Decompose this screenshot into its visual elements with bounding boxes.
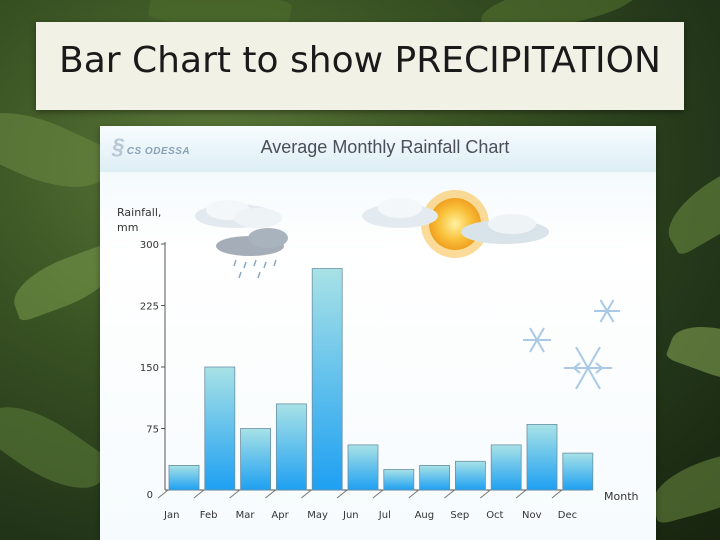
x-tick-mark: [193, 489, 205, 499]
bar-aug: [419, 464, 451, 491]
bar-may: [311, 268, 343, 491]
y-tick-label: 0: [147, 490, 153, 501]
x-tick-label: Nov: [522, 510, 542, 521]
x-tick-mark: [229, 489, 241, 499]
x-tick-mark: [372, 489, 384, 499]
x-tick-mark: [336, 489, 348, 499]
x-tick-label: Sep: [450, 510, 469, 521]
slide-title-box: Bar Chart to show PRECIPITATION: [36, 22, 684, 110]
x-tick-label: Feb: [200, 510, 218, 521]
x-tick-mark: [300, 489, 312, 499]
x-tick-label: Jan: [163, 510, 179, 521]
x-tick-label: Aug: [415, 510, 435, 521]
x-tick-mark: [551, 489, 563, 499]
y-axis-title: Rainfall, mm: [117, 206, 165, 234]
x-tick-label: Apr: [271, 510, 289, 521]
y-tick-label: 300: [140, 240, 159, 251]
slide-title: Bar Chart to show PRECIPITATION: [59, 40, 661, 81]
x-tick-mark: [265, 489, 276, 499]
chart-panel: § CS ODESSA Average Monthly Rainfall Char…: [100, 126, 656, 540]
bar-nov: [526, 423, 558, 491]
foliage-decoration: [0, 93, 117, 207]
x-tick-mark: [515, 489, 527, 499]
bar-feb: [204, 366, 236, 491]
foliage-decoration: [655, 153, 720, 257]
chart-header: § CS ODESSA Average Monthly Rainfall Char…: [100, 126, 656, 172]
rain-cloud-icon: [195, 200, 288, 279]
foliage-decoration: [665, 312, 720, 396]
x-tick-label: Oct: [486, 510, 503, 521]
x-tick-mark: [408, 489, 420, 499]
x-tick-mark: [157, 489, 169, 499]
x-tick-label: Mar: [236, 510, 256, 521]
bar-jun: [347, 444, 379, 491]
chart-title: Average Monthly Rainfall Chart: [260, 137, 510, 157]
logo: § CS ODESSA: [112, 134, 190, 160]
x-tick-label: May: [307, 510, 328, 521]
x-axis-title: Month: [604, 490, 639, 503]
bar-dec: [562, 452, 594, 491]
bar-chart: Rainfall, mm Month 0 75 150 225 300 Jan Feb Ma…: [117, 190, 639, 521]
y-tick-label: 225: [140, 302, 159, 313]
x-tick-label: Jun: [342, 510, 359, 521]
logo-mark-icon: §: [112, 134, 125, 159]
bar-sep: [454, 460, 486, 491]
logo-text: CS ODESSA: [126, 146, 191, 157]
foliage-decoration: [0, 387, 115, 508]
x-tick-label: Dec: [558, 510, 577, 521]
sun-with-clouds-icon: [362, 190, 549, 258]
snowflake-icon: [523, 299, 620, 390]
y-tick-label: 75: [146, 425, 159, 436]
bar-apr: [275, 403, 307, 491]
bar-mar: [240, 428, 272, 491]
x-tick-label: Jul: [378, 510, 391, 521]
bar-jul: [383, 469, 415, 491]
foliage-decoration: [645, 445, 720, 525]
bar-jan: [168, 464, 200, 491]
x-tick-mark: [444, 489, 455, 499]
x-tick-mark: [479, 489, 491, 499]
bar-oct: [490, 444, 522, 491]
y-tick-label: 150: [140, 363, 159, 374]
